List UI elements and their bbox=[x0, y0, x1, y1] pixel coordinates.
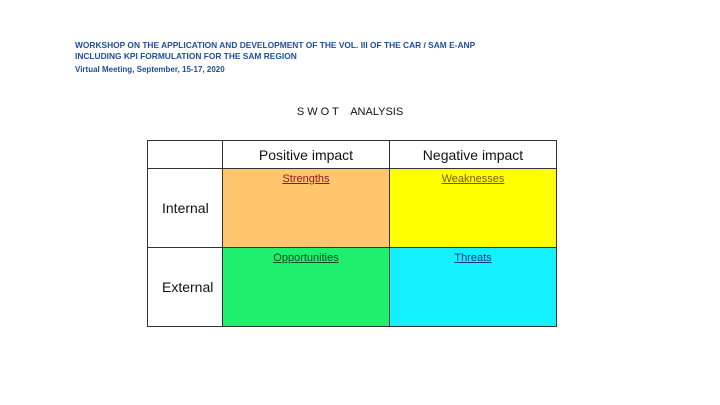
swot-row-internal: Internal Strengths Weaknesses bbox=[147, 168, 557, 248]
slide-title: S W O T ANALYSIS bbox=[296, 106, 404, 118]
threats-link[interactable]: Threats bbox=[454, 252, 492, 264]
opportunities-link[interactable]: Opportunities bbox=[273, 252, 339, 264]
corner-cell bbox=[147, 140, 223, 169]
row-header-internal: Internal bbox=[147, 168, 223, 248]
strengths-cell: Strengths bbox=[222, 168, 390, 248]
swot-header-row: Positive impact Negative impact bbox=[147, 140, 557, 169]
column-header-negative: Negative impact bbox=[389, 140, 557, 169]
swot-table: Positive impact Negative impact Internal… bbox=[147, 140, 557, 327]
swot-row-external: External Opportunities Threats bbox=[147, 247, 557, 327]
weaknesses-link[interactable]: Weaknesses bbox=[441, 173, 505, 185]
row-header-external: External bbox=[147, 247, 223, 327]
workshop-header: WORKSHOP ON THE APPLICATION AND DEVELOPM… bbox=[75, 40, 475, 75]
threats-cell: Threats bbox=[389, 247, 557, 327]
header-line-2: INCLUDING KPI FORMULATION FOR THE SAM RE… bbox=[75, 51, 297, 61]
column-header-positive: Positive impact bbox=[222, 140, 390, 169]
opportunities-cell: Opportunities bbox=[222, 247, 390, 327]
meeting-info: Virtual Meeting, September, 15-17, 2020 bbox=[75, 65, 225, 74]
weaknesses-cell: Weaknesses bbox=[389, 168, 557, 248]
header-line-1: WORKSHOP ON THE APPLICATION AND DEVELOPM… bbox=[75, 40, 476, 50]
strengths-link[interactable]: Strengths bbox=[282, 173, 330, 185]
